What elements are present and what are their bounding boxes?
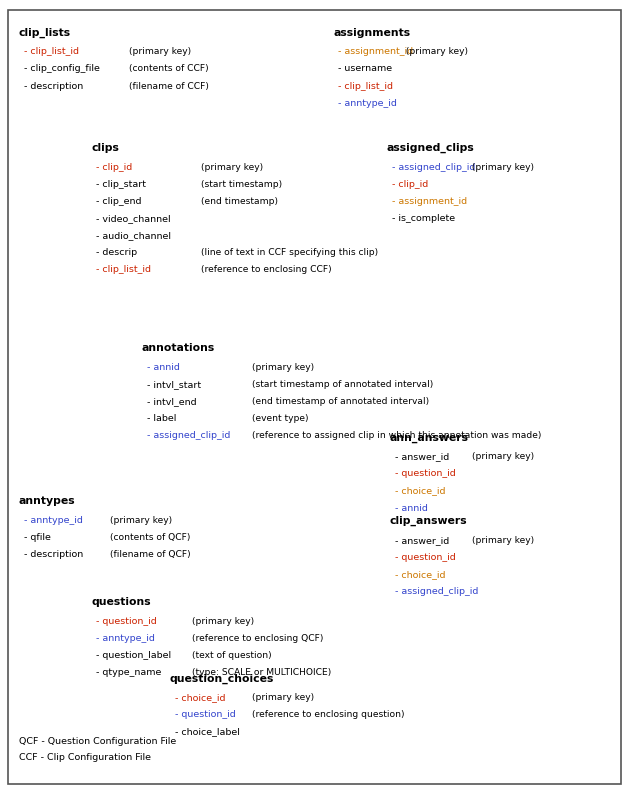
Text: - choice_label: - choice_label [175, 727, 240, 736]
Text: - clip_list_id: - clip_list_id [24, 48, 79, 56]
Text: - qfile: - qfile [24, 533, 51, 542]
Text: (primary key): (primary key) [110, 516, 172, 525]
Text: - clip_id: - clip_id [392, 179, 428, 189]
Text: (contents of QCF): (contents of QCF) [110, 533, 191, 542]
Text: - choice_id: - choice_id [395, 487, 445, 495]
Text: - question_id: - question_id [175, 710, 236, 719]
Text: - description: - description [24, 82, 83, 91]
Text: (primary key): (primary key) [201, 163, 264, 172]
Text: (start timestamp of annotated interval): (start timestamp of annotated interval) [252, 380, 433, 389]
Text: - clip_id: - clip_id [96, 163, 133, 172]
Text: (primary key): (primary key) [469, 163, 534, 172]
Text: question_choices: question_choices [170, 673, 274, 684]
Text: - anntype_id: - anntype_id [96, 634, 155, 643]
Text: - is_complete: - is_complete [392, 214, 455, 223]
Text: - descrip: - descrip [96, 248, 137, 257]
Text: - video_channel: - video_channel [96, 214, 171, 223]
Text: - anntype_id: - anntype_id [338, 98, 398, 108]
Text: (primary key): (primary key) [252, 363, 314, 372]
Text: - username: - username [338, 64, 392, 74]
Text: - annid: - annid [395, 503, 428, 513]
Text: clip_answers: clip_answers [390, 516, 467, 526]
Text: (type: SCALE or MULTICHOICE): (type: SCALE or MULTICHOICE) [192, 668, 331, 677]
Text: (text of question): (text of question) [192, 651, 272, 660]
Text: - assigned_clip_id: - assigned_clip_id [147, 431, 230, 440]
Text: (reference to enclosing CCF): (reference to enclosing CCF) [201, 265, 332, 274]
Text: (primary key): (primary key) [252, 693, 314, 702]
Text: - annid: - annid [147, 363, 179, 372]
Text: assigned_clips: assigned_clips [387, 143, 475, 153]
Text: (event type): (event type) [252, 414, 308, 423]
Text: - qtype_name: - qtype_name [96, 668, 162, 677]
Text: (primary key): (primary key) [472, 453, 534, 461]
Text: - question_label: - question_label [96, 651, 171, 660]
Text: (contents of CCF): (contents of CCF) [129, 64, 209, 74]
Text: questions: questions [91, 597, 151, 607]
Text: - intvl_end: - intvl_end [147, 397, 196, 406]
Text: (start timestamp): (start timestamp) [201, 179, 282, 189]
Text: (end timestamp of annotated interval): (end timestamp of annotated interval) [252, 397, 429, 406]
Text: (reference to enclosing QCF): (reference to enclosing QCF) [192, 634, 323, 643]
Text: clip_lists: clip_lists [19, 28, 71, 38]
Text: - intvl_start: - intvl_start [147, 380, 201, 389]
Text: - choice_id: - choice_id [395, 570, 445, 579]
Text: - question_id: - question_id [96, 617, 157, 626]
Text: assignments: assignments [333, 28, 411, 38]
Text: (end timestamp): (end timestamp) [201, 197, 278, 206]
Text: - answer_id: - answer_id [395, 453, 449, 461]
Text: (primary key): (primary key) [472, 536, 534, 545]
Text: (primary key): (primary key) [129, 48, 191, 56]
Text: (line of text in CCF specifying this clip): (line of text in CCF specifying this cli… [201, 248, 379, 257]
Text: - question_id: - question_id [395, 469, 456, 479]
Text: (filename of QCF): (filename of QCF) [110, 550, 191, 559]
Text: - question_id: - question_id [395, 553, 456, 562]
FancyBboxPatch shape [8, 10, 621, 784]
Text: - clip_list_id: - clip_list_id [338, 82, 393, 91]
Text: ann_answers: ann_answers [390, 433, 469, 443]
Text: - assigned_clip_id: - assigned_clip_id [392, 163, 476, 172]
Text: (primary key): (primary key) [192, 617, 254, 626]
Text: - clip_config_file: - clip_config_file [24, 64, 100, 74]
Text: QCF - Question Configuration File: QCF - Question Configuration File [19, 738, 176, 746]
Text: (reference to enclosing question): (reference to enclosing question) [252, 710, 404, 719]
Text: - label: - label [147, 414, 176, 423]
Text: - clip_list_id: - clip_list_id [96, 265, 151, 274]
Text: - choice_id: - choice_id [175, 693, 225, 702]
Text: (filename of CCF): (filename of CCF) [129, 82, 209, 91]
Text: clips: clips [91, 143, 119, 153]
Text: - assignment_id: - assignment_id [338, 48, 413, 56]
Text: annotations: annotations [142, 343, 214, 353]
Text: - clip_end: - clip_end [96, 197, 142, 206]
Text: (primary key): (primary key) [403, 48, 467, 56]
Text: - assigned_clip_id: - assigned_clip_id [395, 587, 479, 596]
Text: - anntype_id: - anntype_id [24, 516, 83, 525]
Text: - answer_id: - answer_id [395, 536, 449, 545]
Text: - assignment_id: - assignment_id [392, 197, 467, 206]
Text: - description: - description [24, 550, 83, 559]
Text: CCF - Clip Configuration File: CCF - Clip Configuration File [19, 754, 151, 762]
Text: (reference to assigned clip in which this annotation was made): (reference to assigned clip in which thi… [252, 431, 541, 440]
Text: - audio_channel: - audio_channel [96, 231, 171, 240]
Text: anntypes: anntypes [19, 496, 75, 507]
Text: - clip_start: - clip_start [96, 179, 146, 189]
